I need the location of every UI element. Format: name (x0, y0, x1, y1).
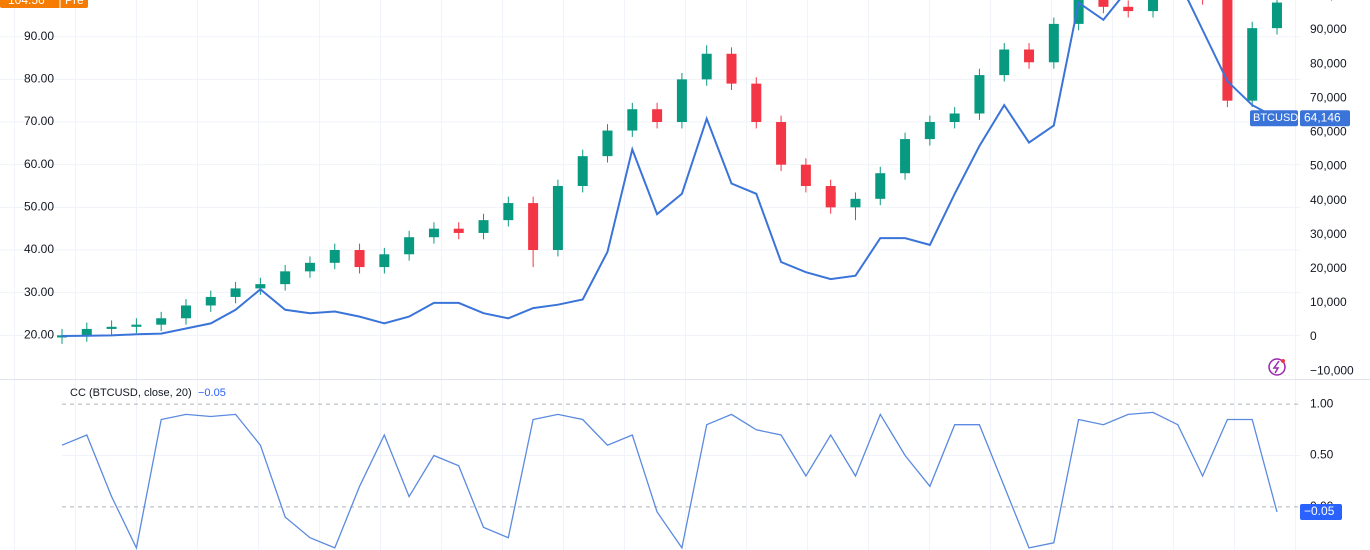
candle-body (1048, 23, 1059, 63)
candle-body (627, 109, 638, 131)
candle-body (503, 203, 514, 221)
y-tick-label: 0.50 (1310, 448, 1334, 462)
candle-body (1073, 0, 1084, 24)
candle-body (81, 328, 92, 336)
candle-body (552, 186, 563, 251)
y-tick-label: 40.00 (24, 242, 54, 256)
y2-tick-label: 90,000 (1310, 22, 1347, 36)
y2-tick-label: 30,000 (1310, 227, 1347, 241)
candle-body (850, 198, 861, 208)
candle-body (676, 79, 687, 123)
y2-tick-label: 0 (1310, 329, 1317, 343)
candle-body (1123, 6, 1134, 12)
y-tick-label: 1.00 (1310, 396, 1334, 410)
candle-body (900, 139, 911, 174)
candle-body (180, 305, 191, 319)
candle-body (999, 49, 1010, 76)
candle-body (478, 220, 489, 233)
series-name-badge (1250, 110, 1298, 127)
candle-body (776, 122, 787, 165)
y2-tick-label: 80,000 (1310, 56, 1347, 70)
price-badge (1300, 110, 1350, 127)
indicator-title: CC (BTCUSD, close, 20) (70, 387, 192, 399)
candle-body (205, 296, 216, 306)
y-tick-label: 20.00 (24, 328, 54, 342)
y2-tick-label: 20,000 (1310, 261, 1347, 275)
candle-body (156, 318, 167, 325)
price-badge-label: −0.05 (1304, 504, 1335, 518)
y2-tick-label: 70,000 (1310, 90, 1347, 104)
price-badge (0, 0, 88, 8)
candle-body (379, 254, 390, 268)
candle-body (57, 335, 67, 338)
candle-body (974, 75, 985, 114)
candle-body (652, 109, 663, 123)
candle-body (602, 130, 613, 157)
y2-tick-label: 10,000 (1310, 295, 1347, 309)
y2-tick-label: 60,000 (1310, 125, 1347, 139)
candle-body (949, 113, 960, 123)
series-name: BTCUSD (1253, 112, 1298, 124)
y-tick-label: 50.00 (24, 200, 54, 214)
y2-tick-label: −10,000 (1310, 363, 1354, 377)
y-tick-label: 30.00 (24, 285, 54, 299)
candle-body (106, 326, 117, 329)
y-tick-label: 80.00 (24, 72, 54, 86)
y-tick-label: 90.00 (24, 29, 54, 43)
series-line (61, 0, 1278, 337)
y2-tick-label: 50,000 (1310, 159, 1347, 173)
candle-body (577, 156, 588, 187)
indicator-line (61, 411, 1278, 550)
candle-body (428, 228, 439, 238)
candle-body (924, 122, 935, 140)
candle-body (1024, 49, 1035, 63)
candle-body (1222, 0, 1233, 101)
candle-body (701, 53, 712, 80)
y-tick-label: 70.00 (24, 114, 54, 128)
price-badge-label: 64,146 (1304, 110, 1341, 124)
candle-body (875, 173, 886, 199)
candle-body (1247, 28, 1258, 101)
candle-body (304, 262, 315, 272)
session-label: Pre (65, 0, 84, 7)
candle-body (825, 186, 836, 208)
alert-icon-bolt (1272, 360, 1280, 374)
candle-body (751, 83, 762, 123)
y2-tick-label: 100,000 (1310, 0, 1354, 2)
candle-body (354, 250, 365, 268)
indicator-value: −0.05 (198, 387, 226, 399)
candle-body (453, 228, 464, 233)
candle-body (528, 203, 539, 251)
candle-body (329, 250, 340, 263)
candle-body (280, 271, 291, 285)
candle-body (230, 288, 241, 297)
candle-body (131, 324, 142, 327)
candle-body (1272, 2, 1282, 29)
candle-body (800, 164, 811, 187)
alert-icon[interactable] (1268, 358, 1286, 376)
candle-body (1098, 0, 1109, 7)
alert-dot (1281, 359, 1285, 363)
price-badge (1300, 503, 1342, 520)
candle-body (1148, 0, 1159, 12)
price-badge-label: 104.56 (8, 0, 45, 7)
candle-body (404, 237, 415, 255)
y-tick-label: 60.00 (24, 157, 54, 171)
candle-body (255, 284, 266, 289)
y2-tick-label: 40,000 (1310, 193, 1347, 207)
time-grid (0, 0, 1300, 550)
candle-body (726, 53, 737, 84)
